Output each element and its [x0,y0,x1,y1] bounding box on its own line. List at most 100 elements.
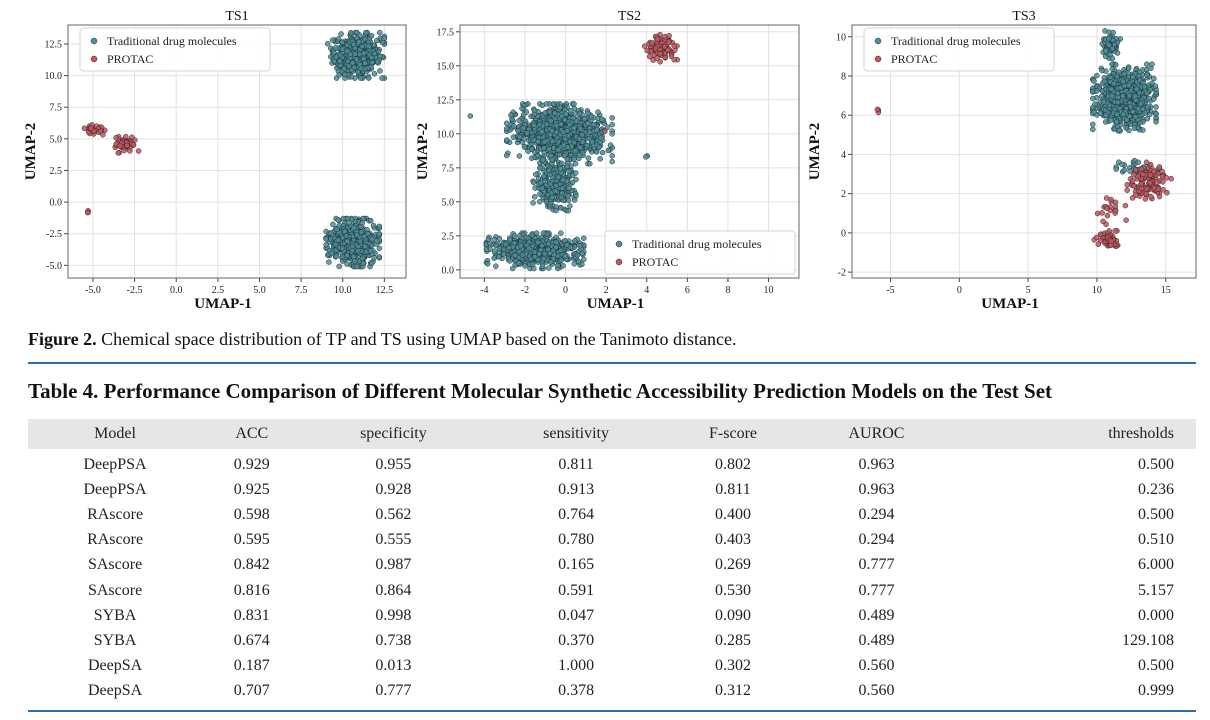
data-point [521,135,527,142]
data-point [549,138,556,145]
data-point [643,154,649,160]
table-cell: 0.500 [1138,657,1174,675]
x-tick-label: 5.0 [253,285,266,296]
y-tick-label: -2.5 [46,229,62,240]
data-point [528,146,535,153]
data-point [558,194,565,201]
data-point [571,101,577,107]
data-point [547,181,554,187]
data-point [597,156,603,162]
data-point [1143,186,1150,192]
data-point [343,233,350,239]
data-point [546,109,553,115]
data-point [553,207,559,214]
series-protac [602,31,680,134]
data-point [339,253,346,260]
data-point [531,194,538,200]
data-point [368,33,375,39]
data-point [1137,101,1144,107]
data-point [1121,167,1128,174]
data-point [534,239,541,246]
x-tick-label: 0 [563,285,568,296]
data-point [376,254,383,260]
table-cell: DeepSA [87,657,143,675]
data-point [1138,181,1144,187]
figure-caption-text: Chemical space distribution of TP and TS… [96,329,737,349]
data-point [331,49,337,56]
data-point [124,142,130,149]
table-cell: 0.165 [558,556,595,574]
data-point [535,152,541,159]
x-tick-label: -5 [886,285,894,296]
x-axis-label: UMAP-1 [194,296,251,312]
table-cell: SYBA [93,631,137,649]
x-tick-label: 5 [1026,285,1031,296]
table-cell: 0.998 [375,606,412,624]
umap-figure-svg: -5.0 -2.5 0.0 2.5 5.0 7.5 10.0 12.5-5.0-2.50.02… [23,9,1197,312]
plot-frame [851,24,1197,279]
data-point [352,51,358,57]
table-cell: 0.294 [858,531,895,549]
data-point [1154,179,1160,185]
data-point [81,125,88,132]
data-point [1114,123,1121,130]
data-point [355,69,361,75]
data-point [330,221,336,228]
data-point [350,253,357,260]
data-point [1090,121,1096,128]
chart-title: TS1 [225,9,248,24]
data-point [1127,103,1134,110]
data-point [342,228,348,235]
table-row: DeepSA 0.707 0.777 0.378 0.312 0.560 0.999 [28,679,1196,704]
data-point [553,244,559,250]
data-point [1147,87,1154,93]
data-point [579,250,585,257]
data-point [558,121,564,127]
data-point [84,209,91,216]
table-cell: SAscore [87,581,143,599]
data-point [557,247,564,254]
data-point [135,148,142,154]
data-point [500,251,507,257]
table-cell: 0.780 [558,531,595,549]
data-point [1151,96,1157,102]
data-point [577,243,583,249]
data-point [326,259,332,265]
data-point [526,245,532,252]
series-protac [874,106,1174,249]
data-point [572,160,579,167]
table-cell: DeepPSA [83,455,147,473]
data-point [353,263,360,270]
data-point [341,66,348,72]
data-point [368,54,375,61]
data-point [1153,104,1159,110]
data-point [355,247,361,254]
data-point [1109,55,1116,62]
y-tick-label: 0.0 [50,198,63,209]
y-tick-label: 2.5 [50,166,63,177]
data-point [351,225,357,231]
series-protac [81,122,142,216]
table-cell: 0.777 [375,682,412,700]
y-tick-label: 2 [841,189,846,200]
data-point [511,233,518,239]
data-point [1102,112,1109,118]
data-point [563,111,569,117]
legend-marker [90,55,98,63]
table-cell: 0.500 [1138,505,1174,523]
data-point [536,251,542,257]
data-point [123,133,129,140]
performance-table: Model ACC specificity sensitivity F-score AUR… [28,419,1196,704]
plot-frame [67,24,407,279]
column-header: sensitivity [543,425,609,442]
table-cell: RAscore [87,531,144,549]
column-header: Model [94,425,136,442]
data-point [602,128,608,134]
data-point [1094,88,1100,94]
data-point [593,127,600,133]
data-point [1132,114,1139,120]
data-point [1135,105,1142,112]
data-point [1093,234,1100,241]
data-point [1140,171,1146,178]
